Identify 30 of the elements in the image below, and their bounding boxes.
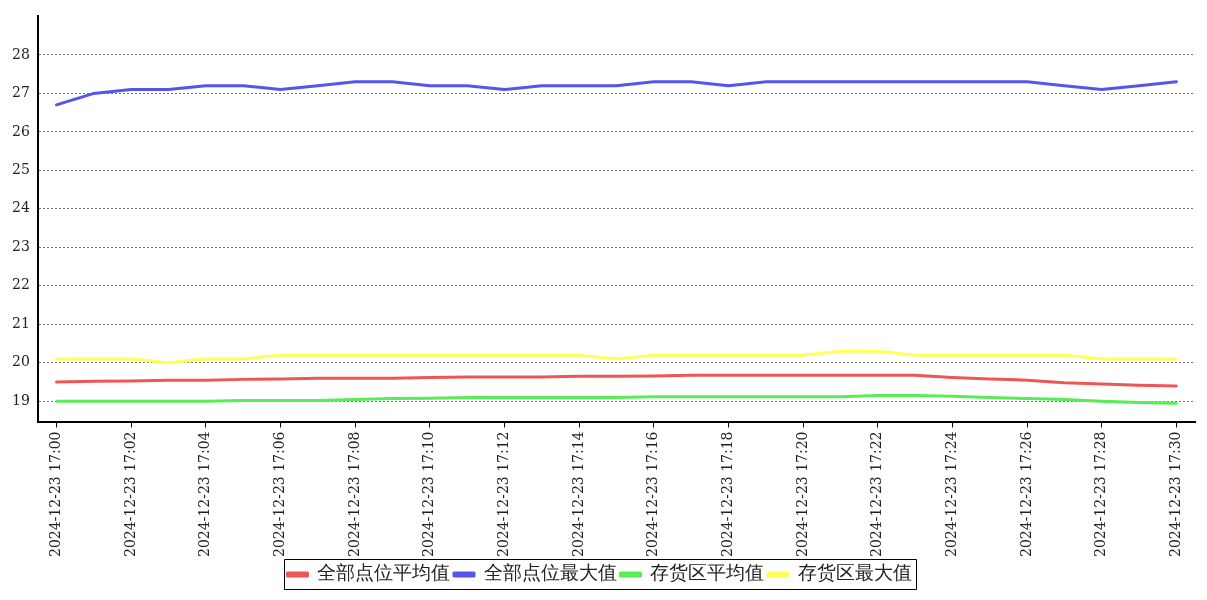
y-tick-label: 21 [11, 314, 30, 331]
legend-label: 全部点位最大值 [483, 561, 617, 584]
x-tick-label: 2024-12-23 17:00 [47, 431, 64, 557]
x-tick-label: 2024-12-23 17:04 [196, 431, 213, 557]
x-tick-label: 2024-12-23 17:28 [1092, 431, 1109, 557]
x-tick-label: 2024-12-23 17:30 [1166, 431, 1183, 557]
y-tick-label: 25 [11, 161, 30, 178]
y-tick-label: 22 [11, 276, 30, 293]
legend-label: 存货区平均值 [650, 561, 764, 584]
x-tick-label: 2024-12-23 17:12 [495, 431, 512, 557]
x-tick-label: 2024-12-23 17:24 [943, 431, 959, 557]
x-tick-label: 2024-12-23 17:22 [868, 431, 885, 557]
x-tick-label: 2024-12-23 17:18 [719, 431, 736, 557]
legend-label: 存货区最大值 [797, 561, 912, 584]
y-tick-label: 27 [11, 84, 30, 101]
x-tick-label: 2024-12-23 17:08 [345, 431, 362, 557]
x-tick-label: 2024-12-23 17:02 [121, 431, 138, 557]
x-tick-label: 2024-12-23 17:16 [644, 431, 661, 557]
y-tick-label: 20 [11, 353, 30, 370]
y-tick-label: 24 [11, 199, 30, 216]
y-tick-label: 28 [11, 45, 30, 62]
y-tick-label: 19 [11, 391, 30, 408]
y-tick-label: 26 [11, 122, 30, 139]
x-tick-label: 2024-12-23 17:26 [1017, 431, 1034, 557]
x-tick-label: 2024-12-23 17:06 [271, 431, 288, 557]
x-tick-label: 2024-12-23 17:14 [569, 431, 586, 557]
y-tick-label: 23 [11, 237, 30, 254]
x-tick-label: 2024-12-23 17:10 [420, 431, 437, 557]
legend-label: 全部点位平均值 [317, 561, 450, 584]
x-tick-label: 2024-12-23 17:20 [793, 431, 810, 557]
